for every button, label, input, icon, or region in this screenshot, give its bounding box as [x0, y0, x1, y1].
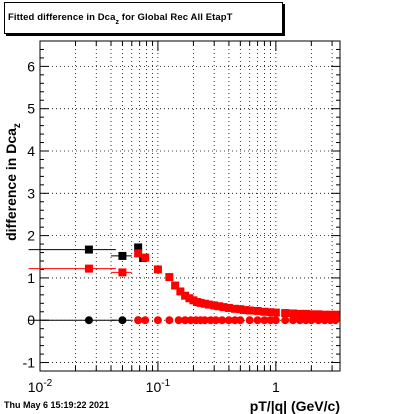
data-point-circle: [320, 316, 329, 325]
data-point-square: [134, 243, 143, 252]
x-tick-label: 1: [272, 379, 280, 395]
data-layer: [28, 243, 340, 325]
data-point-square: [134, 249, 143, 258]
data-point-circle: [281, 316, 290, 325]
x-axis-label: pT/|q| (GeV/c): [250, 398, 340, 414]
data-point-square: [219, 303, 228, 312]
data-point-square: [253, 306, 262, 315]
data-point-circle: [260, 316, 269, 325]
data-point-circle: [165, 316, 174, 325]
plot-frame: [39, 40, 341, 372]
timestamp-footer: Thu May 6 15:19:22 2021: [4, 400, 110, 410]
data-point-square: [230, 304, 239, 313]
x-tick-label: 10-2: [28, 378, 53, 395]
data-point-square: [84, 264, 93, 273]
y-axis-label: difference in Dcaz: [3, 123, 23, 241]
data-point-circle: [295, 316, 304, 325]
data-point-square: [320, 310, 329, 319]
data-point-square: [181, 291, 190, 300]
data-point-square: [215, 302, 224, 311]
data-point-circle: [245, 316, 254, 325]
data-point-square: [289, 309, 298, 318]
data-point-square: [281, 309, 290, 318]
x-tick-label: 10-1: [146, 378, 171, 395]
y-tick-label: 4: [27, 143, 35, 159]
data-point-square: [165, 273, 174, 282]
data-point-circle: [118, 316, 127, 325]
data-point-square: [153, 265, 162, 274]
data-point-square: [260, 307, 269, 316]
y-tick-label: -1: [23, 355, 36, 371]
data-point-square: [84, 245, 93, 254]
data-point-square: [236, 305, 245, 314]
data-point-circle: [331, 316, 340, 325]
data-point-square: [196, 298, 205, 307]
data-point-circle: [211, 316, 220, 325]
data-point-square: [331, 310, 340, 319]
data-point-circle: [253, 316, 262, 325]
data-point-circle: [84, 316, 93, 325]
data-point-square: [176, 287, 185, 296]
data-point-circle: [218, 316, 227, 325]
data-point-square: [271, 308, 280, 317]
data-point-square: [118, 251, 127, 260]
data-point-square: [210, 301, 219, 310]
data-point-circle: [314, 316, 323, 325]
data-point-square: [204, 300, 213, 309]
data-point-circle: [134, 316, 143, 325]
tick-layer: [39, 40, 340, 372]
data-point-square: [241, 306, 250, 315]
data-point-square: [307, 310, 316, 319]
chart-title: Fitted difference in Dcaz for Global Rec…: [8, 12, 233, 26]
data-point-circle: [271, 316, 280, 325]
data-point-circle: [224, 316, 233, 325]
y-tick-label: 6: [27, 58, 35, 74]
data-point-circle: [153, 316, 162, 325]
data-point-circle: [236, 316, 245, 325]
data-point-circle: [200, 316, 209, 325]
data-point-square: [118, 268, 127, 277]
data-point-square: [326, 310, 335, 319]
y-tick-label: 3: [27, 185, 35, 201]
data-point-circle: [181, 316, 190, 325]
data-point-circle: [307, 316, 316, 325]
data-point-square: [245, 306, 254, 315]
data-point-square: [141, 253, 150, 262]
data-point-square: [295, 309, 304, 318]
chart-title-box: Fitted difference in Dcaz for Global Rec…: [4, 2, 283, 34]
data-point-circle: [174, 316, 183, 325]
data-point-circle: [289, 316, 298, 325]
data-point-square: [171, 281, 180, 290]
y-tick-label: 2: [27, 228, 35, 244]
y-tick-label: 0: [27, 312, 35, 328]
data-point-square: [314, 310, 323, 319]
data-point-circle: [141, 316, 150, 325]
data-point-square: [301, 309, 310, 318]
y-tick-label: 5: [27, 101, 35, 117]
data-point-square: [266, 308, 275, 317]
data-point-square: [224, 303, 233, 312]
label-layer: -1 0 1 2 3 4 5 6 10-2 10-1 1: [23, 58, 280, 395]
y-tick-label: 1: [27, 270, 35, 286]
